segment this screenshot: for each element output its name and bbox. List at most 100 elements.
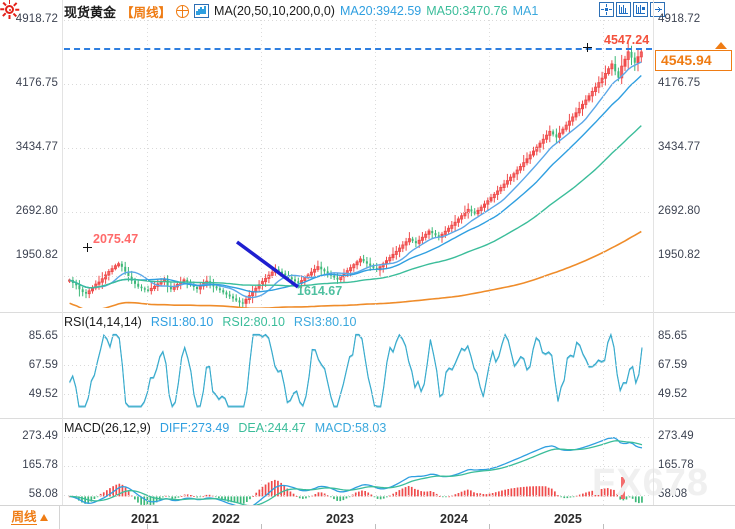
vgridline — [603, 330, 604, 412]
macd-axis-left-label: 273.49 — [22, 430, 58, 442]
vgridline — [261, 20, 262, 308]
price-axis-left-label: 4918.72 — [15, 13, 58, 25]
x-axis-label: 2021 — [131, 512, 159, 526]
rsi2-value: RSI2:80.10 — [222, 315, 285, 329]
ma-formula: MA(20,50,10,200,0,0) — [214, 4, 335, 18]
gridline — [64, 212, 652, 213]
gridline — [64, 466, 652, 467]
panel-separator — [0, 418, 735, 419]
x-axis-label: 2024 — [440, 512, 468, 526]
macd-lines-svg — [68, 437, 643, 505]
vgridline — [147, 330, 148, 412]
ma50-value: MA50:3470.76 — [426, 4, 508, 18]
rsi-axis-right-label: 67.59 — [658, 359, 688, 371]
rsi-axis-left-label: 85.65 — [28, 330, 58, 342]
rsi1-value: RSI1:80.10 — [150, 315, 214, 329]
rsi-axis-right-label: 49.52 — [658, 388, 688, 400]
price-axis-left-label: 4176.75 — [15, 77, 58, 89]
gridline — [64, 495, 652, 496]
price-chart-plot[interactable] — [64, 20, 652, 308]
x-axis-tick-mark — [147, 524, 148, 529]
gridline — [64, 336, 652, 337]
panel-separator — [0, 312, 735, 313]
vgridline — [147, 432, 148, 505]
swing-high-marker — [83, 243, 92, 252]
rsi-legend: RSI(14,14,14) RSI1:80.10 RSI2:80.10 RSI3… — [64, 314, 356, 330]
macd-dea-value: DEA:244.47 — [238, 421, 306, 435]
align-left-tool-button[interactable] — [616, 2, 631, 17]
price-axis-right-label: 2692.80 — [658, 205, 701, 217]
gridline — [64, 365, 652, 366]
gridline — [64, 84, 652, 85]
rsi-axis-right-label: 85.65 — [658, 330, 688, 342]
triangle-up-icon — [39, 514, 48, 521]
macd-macd-value: MACD:58.03 — [314, 421, 387, 435]
chart-toolbar — [599, 2, 665, 17]
price-candles-svg — [68, 42, 643, 308]
macd-title: MACD(26,12,9) — [64, 421, 151, 435]
x-axis-label: 2022 — [212, 512, 240, 526]
vgridline — [147, 20, 148, 308]
vgridline — [603, 432, 604, 505]
x-axis-label: 2023 — [326, 512, 354, 526]
x-axis-tick-mark — [489, 524, 490, 529]
price-axis-right-label: 1950.82 — [658, 249, 701, 261]
high-price-marker — [583, 43, 592, 52]
plot-left-border — [62, 0, 63, 505]
ma20-value: MA20:3942.59 — [339, 4, 422, 18]
rsi3-value: RSI3:80.10 — [293, 315, 357, 329]
macd-diff-value: DIFF:273.49 — [159, 421, 230, 435]
vgridline — [603, 20, 604, 308]
watermark-bar — [621, 477, 625, 499]
vgridline — [261, 432, 262, 505]
vgridline — [489, 20, 490, 308]
period-selector-label: 周线 — [11, 510, 37, 525]
main-chart-legend: 现货黄金 【周线】 MA(20,50,10,200,0,0) MA20:3942… — [64, 2, 538, 20]
high-price-annotation: 4547.24 — [604, 33, 650, 47]
footer-divider — [0, 505, 735, 506]
ma1-value: MA1 — [512, 4, 539, 18]
period-tag: 【周线】 — [121, 5, 172, 20]
macd-axis-left-label: 58.08 — [28, 488, 58, 500]
chart-footer: 周线 2021 2022 2023 2024 2025 — [0, 505, 735, 529]
current-price-tag[interactable]: 4545.94 — [655, 50, 732, 71]
gridline — [64, 148, 652, 149]
macd-axis-right-label: 165.78 — [658, 459, 694, 471]
trendline-drawing[interactable] — [230, 236, 310, 296]
macd-legend: MACD(26,12,9) DIFF:273.49 DEA:244.47 MAC… — [64, 420, 386, 436]
gridline — [64, 437, 652, 438]
price-axis-right-label: 4176.75 — [658, 77, 701, 89]
price-tag-arrow — [715, 42, 727, 49]
vgridline — [489, 432, 490, 505]
align-right-tool-button[interactable] — [633, 2, 648, 17]
vgridline — [375, 20, 376, 308]
swing-high-annotation: 2075.47 — [93, 232, 139, 246]
vgridline — [489, 330, 490, 412]
rsi-title: RSI(14,14,14) — [64, 315, 142, 329]
x-axis-label: 2025 — [554, 512, 582, 526]
x-axis-tick-mark — [375, 524, 376, 529]
macd-chart-plot[interactable] — [64, 432, 652, 505]
period-selector-button[interactable]: 周线 — [0, 506, 60, 529]
macd-axis-right-label: 58.08 — [658, 488, 688, 500]
macd-axis-right-label: 273.49 — [658, 430, 694, 442]
vgridline — [261, 330, 262, 412]
alert-sun-icon[interactable] — [0, 0, 19, 19]
low-price-annotation: 1614.67 — [297, 284, 343, 298]
rsi-chart-plot[interactable] — [64, 330, 652, 412]
x-axis-tick-mark — [261, 524, 262, 529]
move-tool-button[interactable] — [599, 2, 614, 17]
rsi-axis-left-label: 49.52 — [28, 388, 58, 400]
mini-chart-icon[interactable] — [194, 4, 210, 18]
crosshair-circle-icon[interactable] — [176, 4, 190, 18]
vgridline — [375, 432, 376, 505]
price-axis-right-label: 3434.77 — [658, 141, 701, 153]
plot-right-border — [653, 0, 654, 505]
high-price-dashed-line — [64, 48, 652, 50]
price-axis-left-label: 2692.80 — [15, 205, 58, 217]
rsi-lines-svg — [69, 332, 643, 409]
rsi-axis-left-label: 67.59 — [28, 359, 58, 371]
price-axis-right-label: 4918.72 — [658, 13, 701, 25]
gridline — [64, 394, 652, 395]
